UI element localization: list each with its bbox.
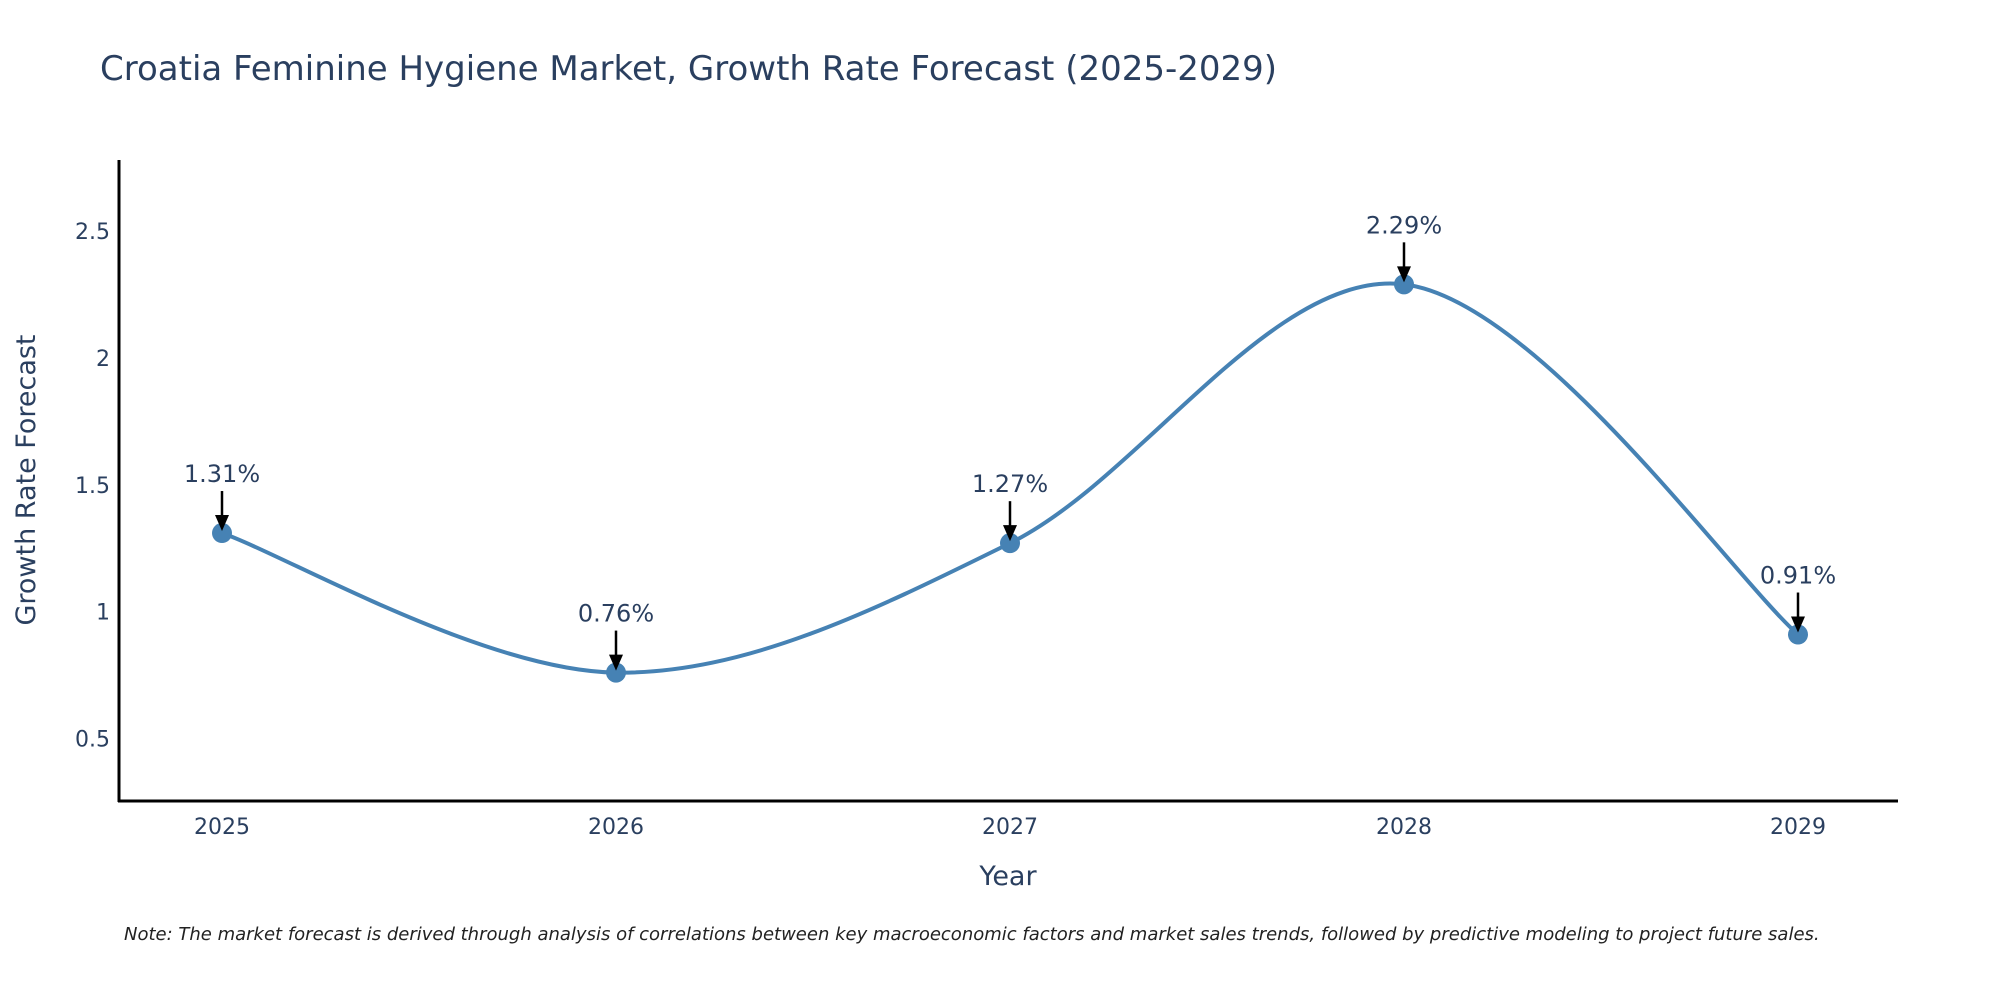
annotation-arrow-head [1397,266,1411,283]
y-tick-label: 1 [96,601,110,626]
data-annotations: 1.31% 0.76% 1.27% 2.29% 0.91% [184,211,1836,671]
data-point [1394,274,1414,295]
x-tick-label: 2025 [194,815,250,840]
data-point [212,523,232,544]
data-label: 2.29% [1366,211,1442,239]
y-axis-ticks: 0.5 1 1.5 2 2.5 [75,220,110,753]
data-point [606,662,626,683]
annotation-arrow-head [609,654,623,671]
y-tick-label: 2.5 [75,220,110,245]
data-label: 0.76% [578,600,654,628]
x-tick-label: 2028 [1376,815,1432,840]
x-axis-title: Year [978,861,1037,892]
x-tick-label: 2029 [1770,815,1826,840]
data-label: 1.27% [972,470,1048,498]
y-axis-title: Growth Rate Forecast [11,334,42,625]
annotation-arrow-head [1003,525,1017,542]
data-label: 0.91% [1760,562,1836,590]
data-markers [212,274,1808,683]
footnote: Note: The market forecast is derived thr… [124,924,1820,945]
x-axis-ticks: 2025 2026 2027 2028 2029 [194,815,1826,840]
x-tick-label: 2026 [588,815,644,840]
y-tick-label: 1.5 [75,474,110,499]
annotation-arrow-head [215,515,229,532]
y-tick-label: 2 [96,347,110,372]
data-point [1788,624,1808,645]
x-tick-label: 2027 [982,815,1038,840]
data-label: 1.31% [184,460,260,488]
annotation-arrow-head [1791,616,1805,633]
data-point [1000,533,1020,554]
y-tick-label: 0.5 [75,728,110,753]
chart-title: Croatia Feminine Hygiene Market, Growth … [100,49,1277,89]
series-line [221,281,1800,675]
